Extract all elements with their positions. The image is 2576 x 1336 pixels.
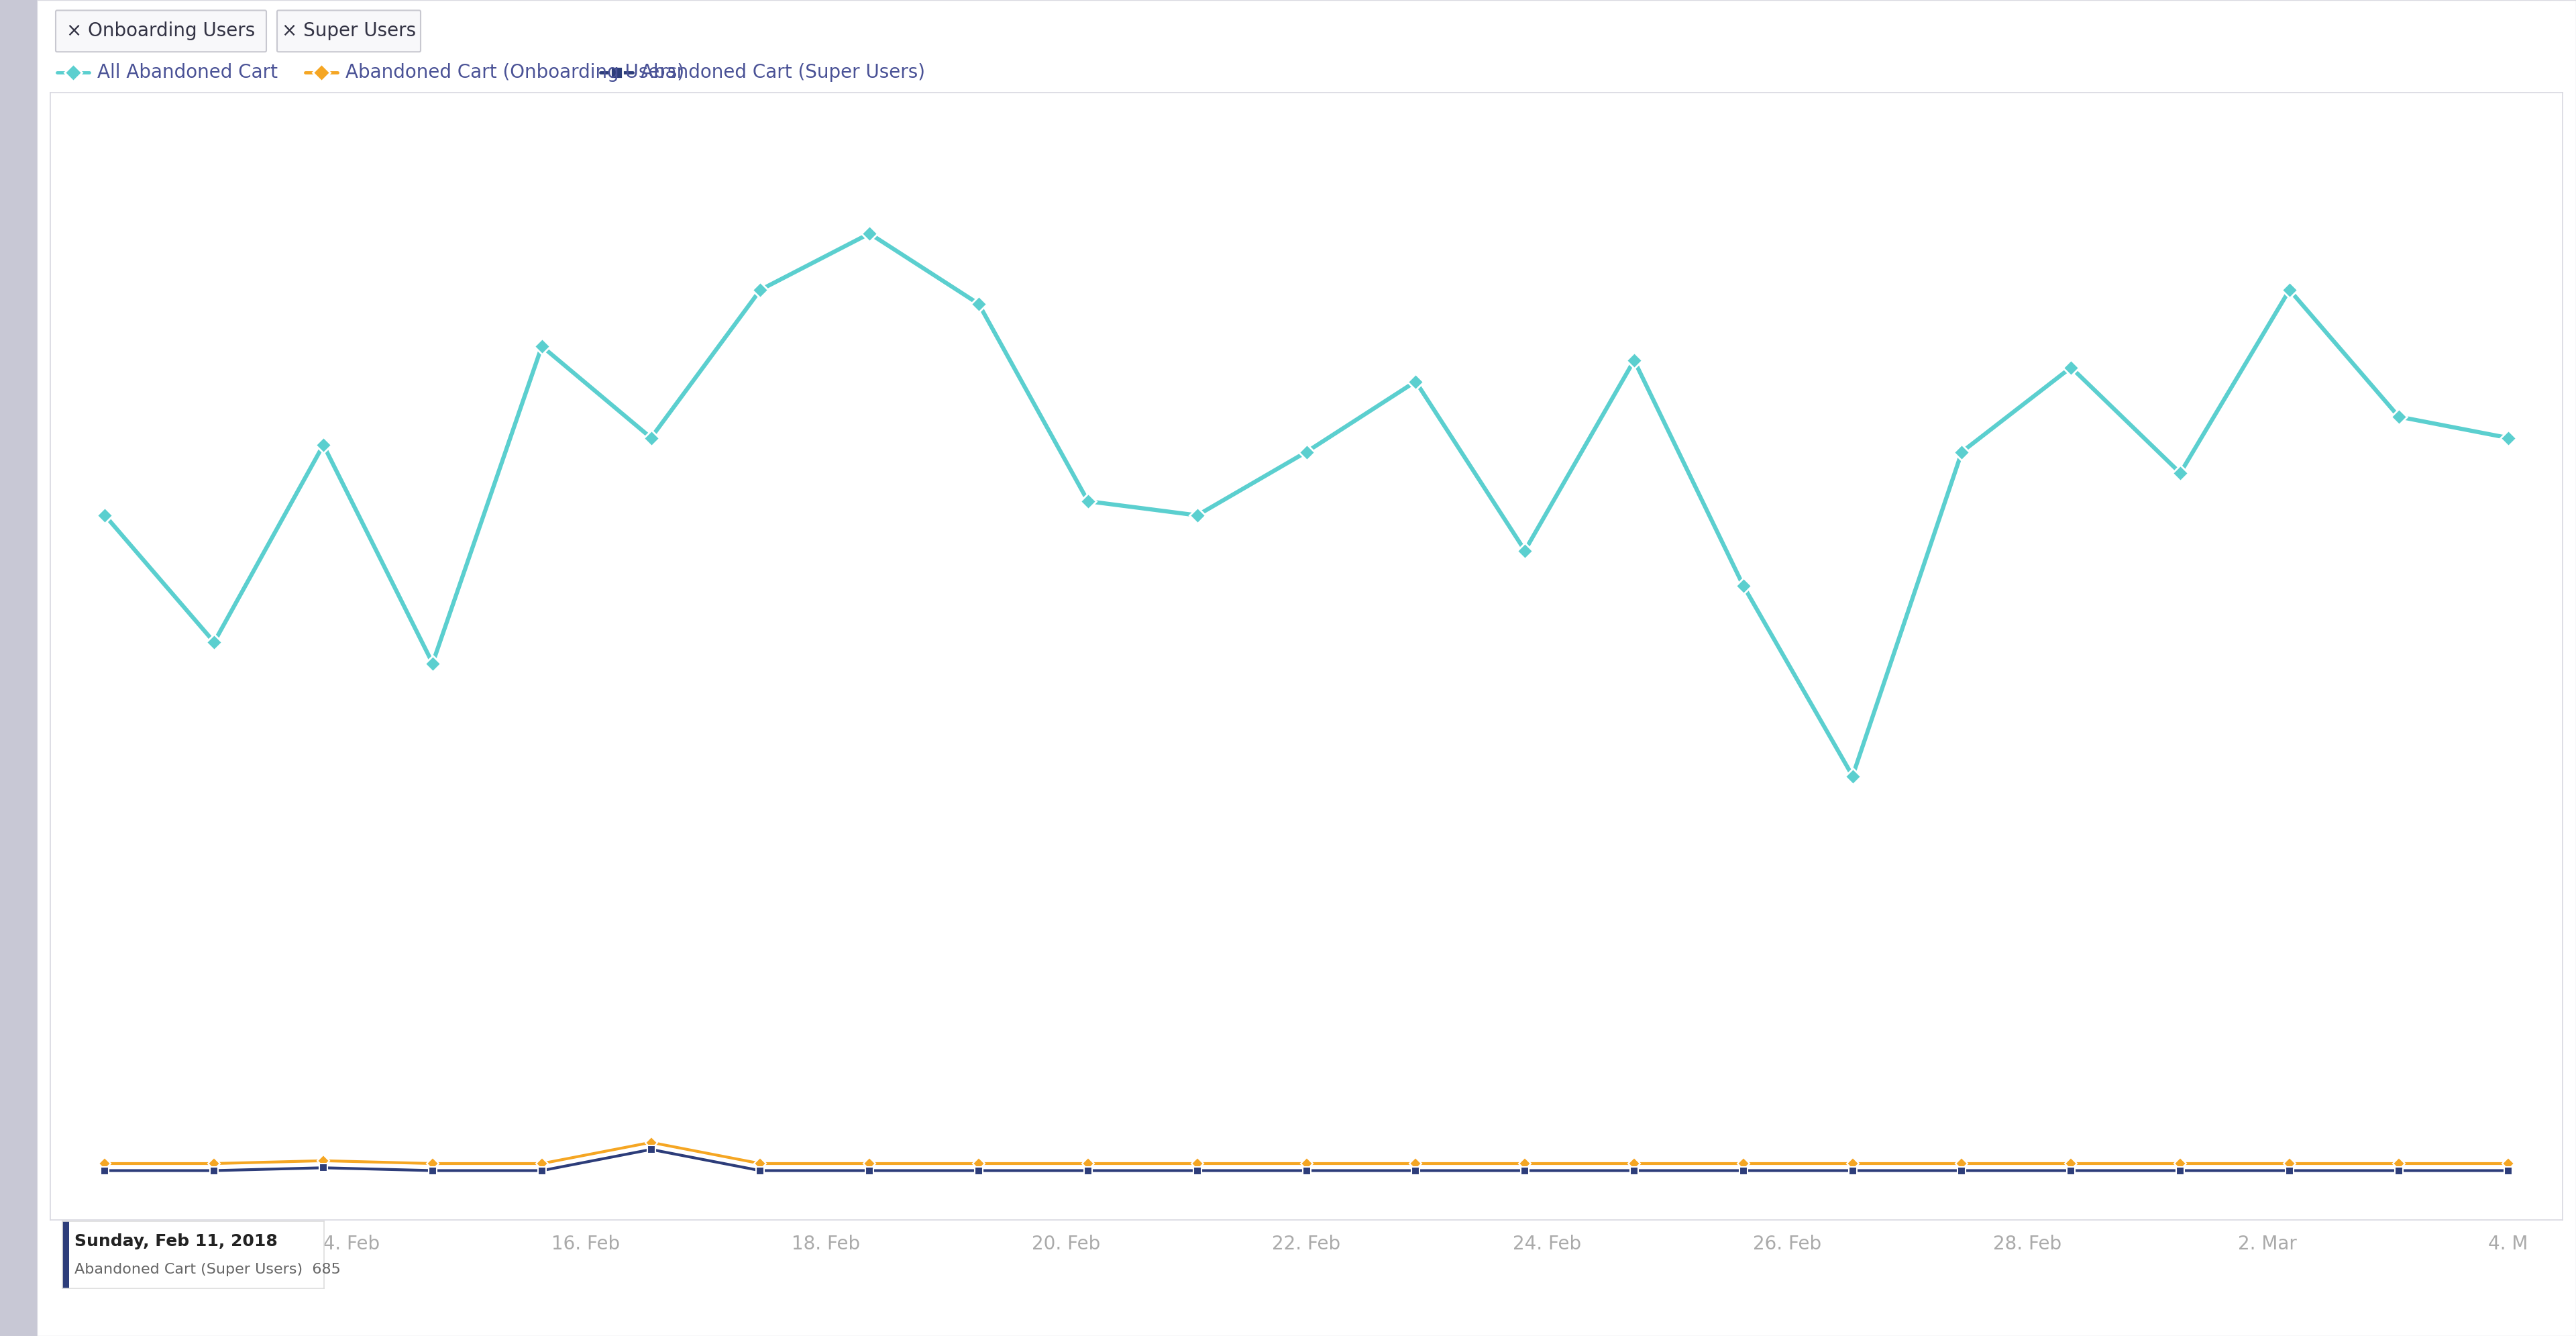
Text: × Onboarding Users: × Onboarding Users — [67, 21, 255, 40]
Text: Sunday, Feb 11, 2018: Sunday, Feb 11, 2018 — [75, 1233, 278, 1249]
FancyBboxPatch shape — [62, 1221, 70, 1288]
Text: × Super Users: × Super Users — [281, 21, 415, 40]
Text: All Abandoned Cart: All Abandoned Cart — [98, 63, 278, 81]
Text: Abandoned Cart (Onboarding Users): Abandoned Cart (Onboarding Users) — [345, 63, 685, 81]
Text: Abandoned Cart (Super Users)  685: Abandoned Cart (Super Users) 685 — [75, 1263, 340, 1276]
FancyBboxPatch shape — [278, 11, 420, 52]
Text: Abandoned Cart (Super Users): Abandoned Cart (Super Users) — [641, 63, 925, 81]
FancyBboxPatch shape — [57, 11, 265, 52]
